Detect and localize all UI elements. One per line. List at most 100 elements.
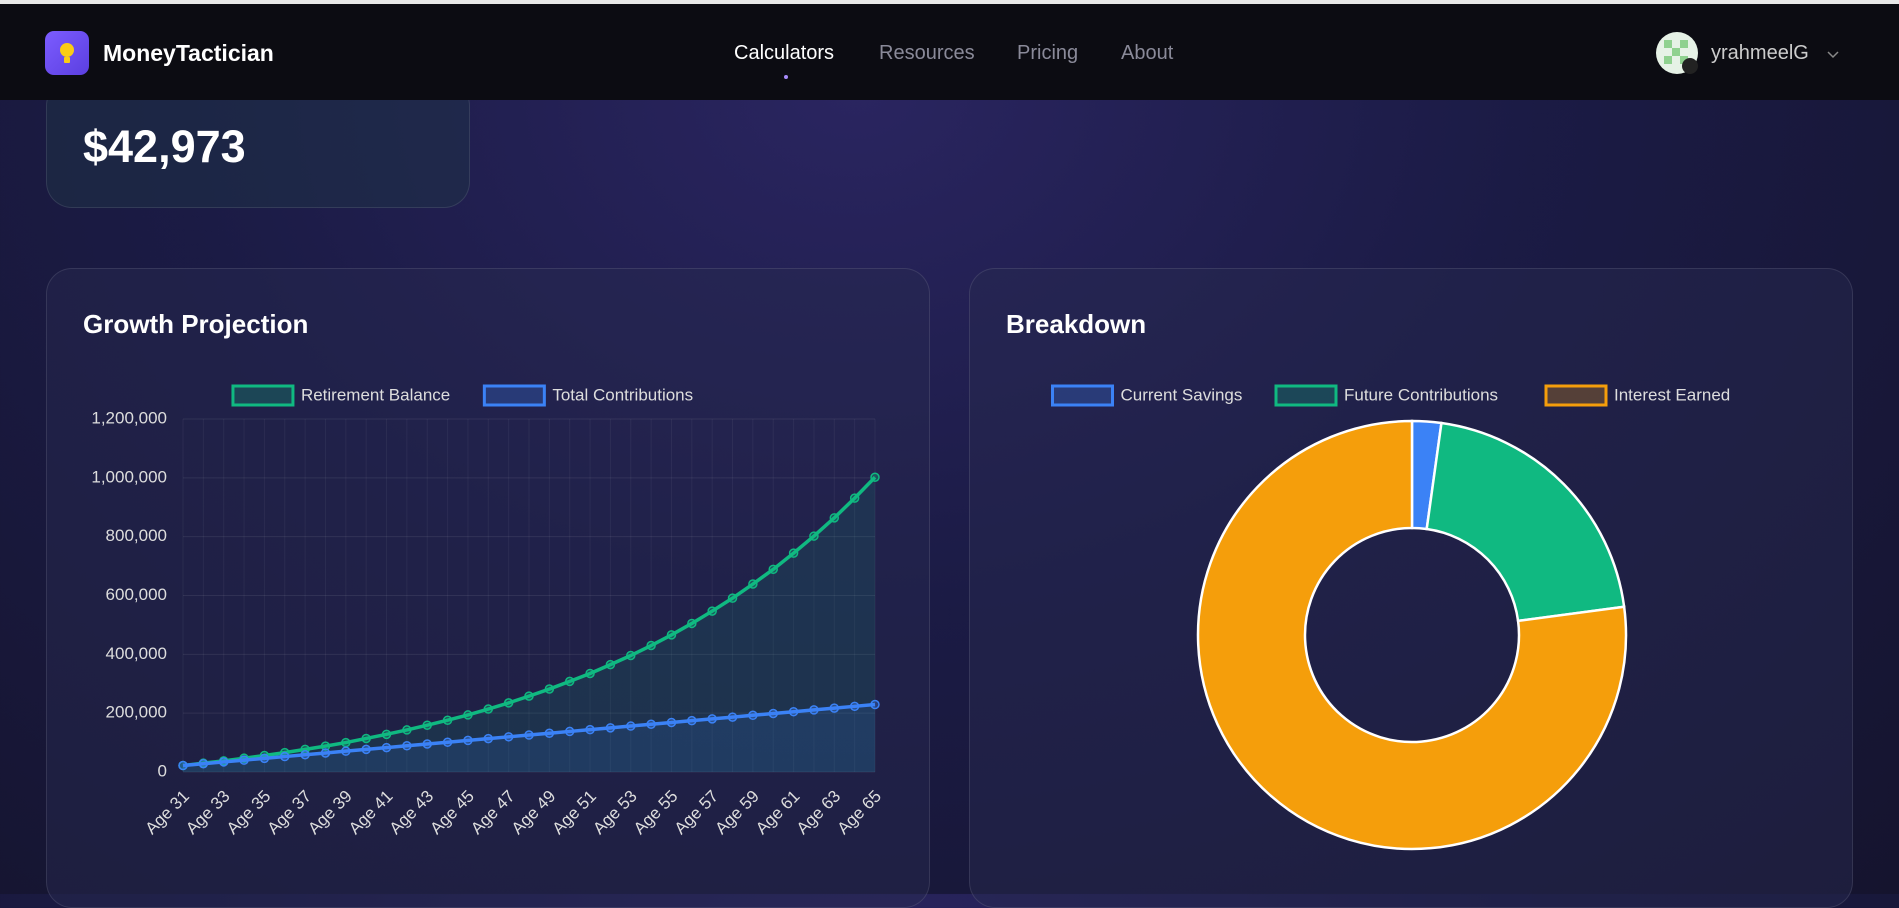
- point: [646, 640, 656, 651]
- point: [605, 659, 616, 670]
- point: [809, 531, 819, 541]
- x-tick-label: Age 63: [793, 787, 845, 839]
- point: [422, 720, 432, 730]
- point: [239, 755, 249, 765]
- point: [626, 650, 636, 661]
- point: [544, 684, 555, 694]
- point: [381, 742, 392, 753]
- active-indicator: [784, 75, 788, 79]
- x-tick-label: Age 43: [386, 787, 438, 839]
- point: [849, 701, 860, 712]
- point: [768, 708, 778, 719]
- y-tick-label: 800,000: [106, 526, 167, 545]
- point: [402, 741, 412, 751]
- x-tick-label: Age 49: [508, 787, 560, 839]
- brand[interactable]: MoneyTactician: [103, 40, 274, 66]
- x-tick-label: Age 31: [141, 787, 193, 839]
- point: [585, 668, 595, 679]
- point: [381, 729, 392, 740]
- logo-icon: [60, 43, 74, 63]
- legend-label: Retirement Balance: [301, 385, 450, 404]
- point: [544, 728, 555, 738]
- x-tick-label: Age 53: [589, 787, 641, 839]
- point: [218, 757, 229, 767]
- slice: [1196, 419, 1628, 851]
- nav-link[interactable]: Pricing: [1017, 42, 1079, 64]
- point: [809, 705, 819, 715]
- avatar[interactable]: [1656, 32, 1700, 76]
- chart-title: Breakdown: [1006, 309, 1146, 339]
- point: [707, 714, 717, 724]
- point: [259, 753, 270, 764]
- point: [463, 710, 473, 720]
- nav-link[interactable]: About: [1121, 42, 1174, 64]
- legend-swatch: [482, 384, 546, 407]
- x-tick-label: Age 59: [711, 787, 763, 839]
- point: [280, 751, 290, 762]
- point: [483, 704, 494, 714]
- y-tick-label: 400,000: [106, 644, 167, 663]
- point: [524, 730, 534, 740]
- doughnut-chart: Breakdown Current Savings Future Contribu…: [1006, 309, 1730, 851]
- point: [361, 733, 371, 744]
- growth-card: Growth Projection 0 200,000 400,000 600,000…: [46, 268, 930, 908]
- x-tick-label: Age 55: [630, 787, 682, 839]
- chart-title: Growth Projection: [83, 309, 308, 339]
- point: [666, 630, 677, 640]
- legend-label: Future Contributions: [1344, 385, 1498, 404]
- point: [178, 760, 188, 771]
- point: [788, 706, 799, 717]
- y-tick-label: 1,200,000: [91, 408, 167, 427]
- legend-label: Current Savings: [1121, 385, 1243, 404]
- point: [320, 748, 331, 758]
- x-tick-label: Age 33: [182, 787, 234, 839]
- y-tick-label: 200,000: [106, 703, 167, 722]
- y-tick-label: 0: [158, 761, 167, 780]
- dropdown-caret[interactable]: [1826, 50, 1840, 60]
- point: [646, 719, 656, 730]
- point: [463, 735, 473, 746]
- point: [870, 472, 880, 482]
- point: [320, 741, 331, 751]
- x-tick-label: Age 45: [426, 787, 478, 839]
- x-tick-label: Age 39: [304, 787, 356, 839]
- y-tick-label: 1,000,000: [91, 467, 167, 486]
- point: [564, 676, 575, 687]
- username[interactable]: yrahmeelG: [1711, 42, 1809, 64]
- point: [829, 513, 840, 523]
- point: [666, 717, 677, 728]
- logo[interactable]: [45, 31, 89, 75]
- legend-swatch: [1274, 384, 1338, 407]
- breakdown-card: Breakdown Current Savings Future Contribu…: [969, 268, 1853, 908]
- point: [585, 724, 595, 735]
- point: [524, 691, 534, 701]
- point: [402, 725, 412, 735]
- point: [605, 723, 616, 733]
- x-tick-label: Age 65: [833, 787, 885, 839]
- nav-link[interactable]: Calculators: [734, 42, 835, 64]
- point: [768, 564, 778, 575]
- point: [727, 593, 738, 603]
- point: [198, 758, 209, 769]
- point: [870, 699, 880, 710]
- point: [687, 618, 697, 629]
- legend-swatch: [1544, 384, 1608, 407]
- point: [748, 579, 758, 589]
- stat-card: $42,973: [46, 80, 470, 208]
- point: [483, 733, 494, 744]
- point: [503, 698, 514, 708]
- point: [442, 715, 453, 725]
- point: [503, 732, 514, 742]
- point: [849, 493, 860, 503]
- nav-link[interactable]: Resources: [879, 42, 975, 64]
- legend-swatch: [1051, 384, 1114, 407]
- point: [788, 548, 799, 558]
- legend-label: Total Contributions: [552, 385, 693, 404]
- line: [182, 702, 876, 768]
- point: [727, 712, 738, 722]
- area: [183, 477, 875, 772]
- navbar: MoneyTactician Calculators Resources Pri…: [0, 0, 1899, 100]
- point: [564, 726, 575, 737]
- y-tick-label: 600,000: [106, 585, 167, 604]
